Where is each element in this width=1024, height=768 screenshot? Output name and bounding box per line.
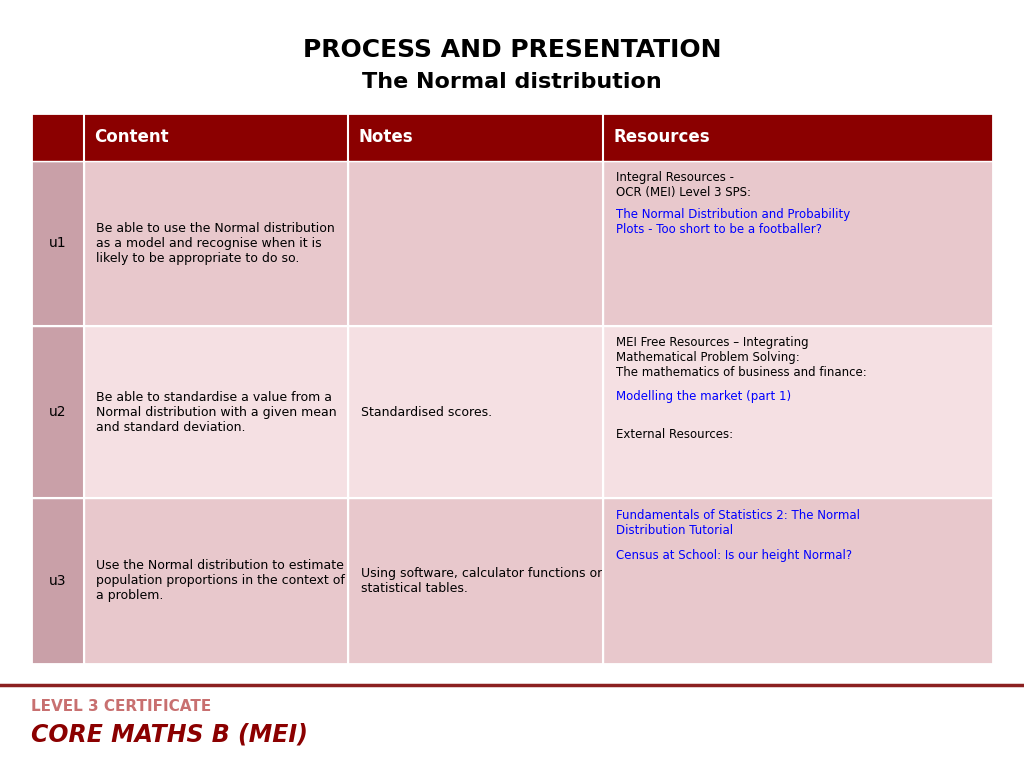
Text: The Normal Distribution and Probability
Plots - Too short to be a footballer?: The Normal Distribution and Probability … bbox=[615, 208, 850, 236]
Text: Be able to standardise a value from a
Normal distribution with a given mean
and : Be able to standardise a value from a No… bbox=[96, 391, 337, 433]
Text: PROCESS AND PRESENTATION: PROCESS AND PRESENTATION bbox=[303, 38, 721, 62]
Text: MEI Free Resources – Integrating
Mathematical Problem Solving:
The mathematics o: MEI Free Resources – Integrating Mathema… bbox=[615, 336, 866, 379]
Text: Census at School: Is our height Normal?: Census at School: Is our height Normal? bbox=[615, 549, 852, 562]
Bar bbox=[84, 161, 348, 326]
Text: External Resources:: External Resources: bbox=[615, 413, 733, 441]
Bar bbox=[31, 326, 84, 498]
Bar bbox=[84, 326, 348, 498]
Text: Using software, calculator functions or
statistical tables.: Using software, calculator functions or … bbox=[360, 567, 602, 595]
Text: u1: u1 bbox=[48, 236, 66, 250]
Bar bbox=[348, 498, 603, 664]
Text: LEVEL 3 CERTIFICATE: LEVEL 3 CERTIFICATE bbox=[31, 699, 211, 714]
Text: u2: u2 bbox=[48, 405, 66, 419]
Text: Notes: Notes bbox=[358, 127, 414, 146]
Text: Standardised scores.: Standardised scores. bbox=[360, 406, 492, 419]
Text: Fundamentals of Statistics 2: The Normal
Distribution Tutorial: Fundamentals of Statistics 2: The Normal… bbox=[615, 509, 860, 537]
Bar bbox=[603, 498, 993, 664]
Bar bbox=[31, 161, 84, 326]
Text: CORE MATHS B (MEI): CORE MATHS B (MEI) bbox=[31, 722, 307, 746]
Bar bbox=[603, 326, 993, 498]
Bar bbox=[31, 113, 993, 161]
Text: Integral Resources -
OCR (MEI) Level 3 SPS:: Integral Resources - OCR (MEI) Level 3 S… bbox=[615, 171, 751, 199]
Text: Be able to use the Normal distribution
as a model and recognise when it is
likel: Be able to use the Normal distribution a… bbox=[96, 222, 335, 264]
Text: The Normal distribution: The Normal distribution bbox=[362, 72, 662, 92]
Text: Modelling the market (part 1): Modelling the market (part 1) bbox=[615, 390, 791, 403]
Text: u3: u3 bbox=[48, 574, 66, 588]
Bar bbox=[84, 498, 348, 664]
Bar bbox=[31, 113, 993, 664]
Text: Use the Normal distribution to estimate
population proportions in the context of: Use the Normal distribution to estimate … bbox=[96, 560, 345, 602]
Bar bbox=[348, 326, 603, 498]
Bar bbox=[603, 161, 993, 326]
Text: Content: Content bbox=[94, 127, 169, 146]
Bar bbox=[348, 161, 603, 326]
Bar bbox=[31, 498, 84, 664]
Text: Resources: Resources bbox=[613, 127, 711, 146]
